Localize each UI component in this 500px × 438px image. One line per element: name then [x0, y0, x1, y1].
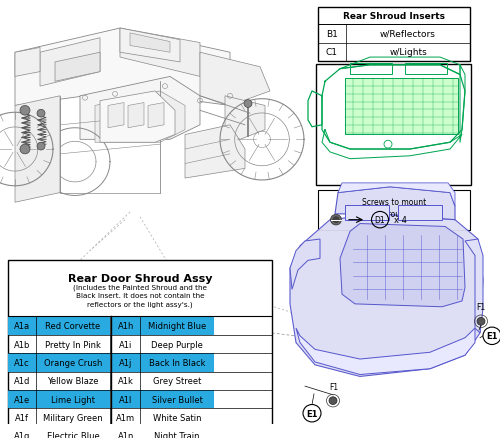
Text: E1: E1 — [306, 409, 318, 418]
Text: Rear Door Shroud Assy: Rear Door Shroud Assy — [68, 273, 212, 283]
Polygon shape — [148, 103, 164, 128]
Polygon shape — [108, 103, 124, 128]
Circle shape — [303, 405, 321, 422]
Circle shape — [330, 215, 342, 226]
Text: F1: F1 — [330, 382, 338, 391]
Text: Back In Black: Back In Black — [149, 358, 206, 367]
Text: C1: C1 — [326, 48, 338, 57]
FancyBboxPatch shape — [112, 353, 214, 372]
FancyBboxPatch shape — [8, 427, 110, 438]
Text: w/Reflectors: w/Reflectors — [380, 30, 436, 39]
Circle shape — [333, 217, 339, 223]
Text: A1f: A1f — [15, 413, 29, 422]
Polygon shape — [185, 126, 245, 179]
Polygon shape — [34, 114, 48, 147]
Text: Red Corvette: Red Corvette — [46, 321, 100, 330]
Text: (Includes the Painted Shroud and the
Black Insert. It does not contain the
refle: (Includes the Painted Shroud and the Bla… — [73, 284, 207, 307]
FancyBboxPatch shape — [345, 79, 458, 135]
Text: A1b: A1b — [14, 340, 30, 349]
Text: w/Lights: w/Lights — [389, 48, 427, 57]
Circle shape — [244, 100, 252, 108]
Text: Electric Blue: Electric Blue — [46, 431, 100, 438]
Text: B1: B1 — [326, 30, 338, 39]
Text: A1h: A1h — [118, 321, 134, 330]
Circle shape — [20, 106, 30, 116]
Text: Pretty In Pink: Pretty In Pink — [45, 340, 101, 349]
FancyBboxPatch shape — [8, 353, 110, 372]
Text: A1j: A1j — [120, 358, 132, 367]
Text: Yellow Blaze: Yellow Blaze — [47, 376, 99, 385]
FancyBboxPatch shape — [112, 390, 214, 409]
Polygon shape — [225, 96, 265, 140]
FancyBboxPatch shape — [318, 190, 470, 231]
Text: A1d: A1d — [14, 376, 30, 385]
Polygon shape — [130, 34, 170, 53]
Text: A1n: A1n — [118, 431, 134, 438]
Circle shape — [37, 143, 45, 151]
Text: A1c: A1c — [14, 358, 30, 367]
Polygon shape — [15, 96, 60, 203]
Polygon shape — [100, 92, 175, 143]
Text: Rear Shroud Inserts: Rear Shroud Inserts — [343, 12, 445, 21]
Text: D1: D1 — [374, 215, 386, 225]
Text: Night Train: Night Train — [154, 431, 200, 438]
Polygon shape — [128, 103, 144, 128]
Text: x 4: x 4 — [394, 215, 407, 225]
Circle shape — [483, 327, 500, 345]
Polygon shape — [55, 53, 100, 82]
Polygon shape — [290, 214, 483, 377]
FancyBboxPatch shape — [8, 317, 110, 335]
FancyBboxPatch shape — [112, 427, 214, 438]
FancyBboxPatch shape — [398, 206, 442, 220]
Circle shape — [37, 110, 45, 118]
FancyBboxPatch shape — [8, 390, 110, 409]
Text: Deep Purple: Deep Purple — [151, 340, 203, 349]
Polygon shape — [40, 39, 100, 87]
Polygon shape — [120, 29, 200, 77]
Polygon shape — [120, 29, 180, 63]
Circle shape — [477, 318, 485, 325]
Text: A1m: A1m — [116, 413, 136, 422]
Polygon shape — [340, 224, 465, 307]
Text: Midnight Blue: Midnight Blue — [148, 321, 206, 330]
Text: F1: F1 — [476, 302, 486, 311]
FancyBboxPatch shape — [318, 8, 470, 62]
Text: White Satin: White Satin — [153, 413, 201, 422]
Polygon shape — [15, 48, 40, 77]
FancyBboxPatch shape — [316, 65, 471, 185]
Polygon shape — [15, 29, 230, 106]
Polygon shape — [296, 328, 475, 374]
Text: A1l: A1l — [120, 395, 132, 404]
Polygon shape — [290, 240, 320, 290]
Text: Military Green: Military Green — [43, 413, 103, 422]
Text: Silver Bullet: Silver Bullet — [152, 395, 202, 404]
FancyBboxPatch shape — [112, 317, 214, 335]
Polygon shape — [338, 184, 455, 207]
Text: A1a: A1a — [14, 321, 30, 330]
Text: A1e: A1e — [14, 395, 30, 404]
Text: Lime Light: Lime Light — [51, 395, 95, 404]
Polygon shape — [335, 187, 455, 220]
FancyBboxPatch shape — [8, 261, 272, 438]
Polygon shape — [200, 53, 270, 106]
Text: A1g: A1g — [14, 431, 30, 438]
Polygon shape — [18, 111, 32, 150]
Circle shape — [329, 397, 337, 405]
Polygon shape — [465, 240, 483, 333]
Text: Orange Crush: Orange Crush — [44, 358, 102, 367]
FancyBboxPatch shape — [345, 206, 389, 220]
Text: A1i: A1i — [120, 340, 132, 349]
Polygon shape — [80, 77, 200, 140]
Text: Grey Street: Grey Street — [153, 376, 201, 385]
Circle shape — [20, 145, 30, 155]
Polygon shape — [95, 92, 185, 143]
Text: A1k: A1k — [118, 376, 134, 385]
Text: E1: E1 — [486, 332, 498, 340]
Text: Screws to mount
colored shroud to insert: Screws to mount colored shroud to insert — [348, 198, 440, 219]
